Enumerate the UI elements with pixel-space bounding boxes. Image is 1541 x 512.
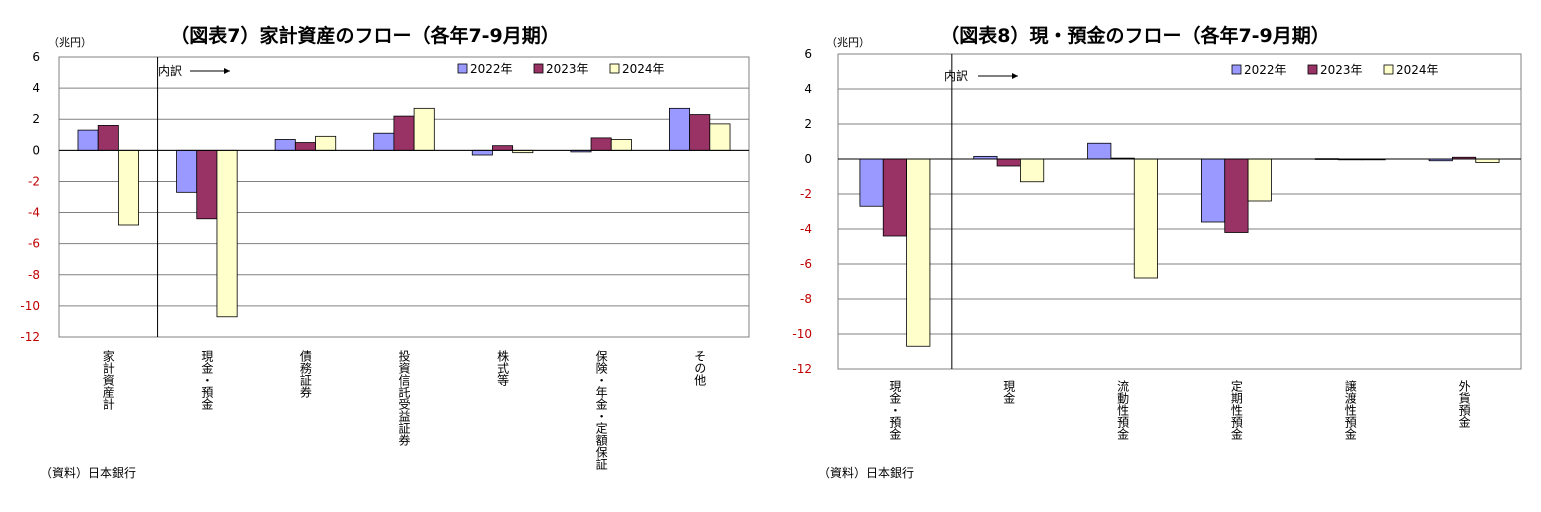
bar-2022年-投資信託受益証券 xyxy=(373,132,395,151)
bar-2024年-現金・預金 xyxy=(906,158,931,347)
bar-2023年-現金・預金 xyxy=(196,149,218,220)
bar-2024年-定期性預金 xyxy=(1247,158,1272,202)
y-tick-label: -10 xyxy=(20,299,40,313)
x-tick-label: 現金・預金 xyxy=(200,350,214,410)
plot-area: 6 4 2 0 -2 -4 -6 -8 -10 -12 現金・預金 現金 流動性預金 定期性預金 譲渡性預金… xyxy=(792,47,1522,440)
legend-label: 2024年 xyxy=(622,62,665,76)
bar-2022年-株式等 xyxy=(471,149,493,156)
plot-area: 6 4 2 0 -2 -4 -6 -8 -10 -12 家計資産計 現金・預金 債務証券 投資信託受益証券… xyxy=(20,50,750,470)
bar-2023年-投資信託受益証券 xyxy=(393,115,415,151)
bar-2022年-その他 xyxy=(669,107,691,151)
chart-title: （図表7）家計資産のフロー（各年7-9月期） xyxy=(170,24,560,47)
y-tick-label: 0 xyxy=(32,143,40,157)
y-tick-label: -12 xyxy=(792,362,812,376)
bar-2024年-流動性預金 xyxy=(1133,158,1158,279)
y-tick-label: -2 xyxy=(800,187,812,201)
bar-2023年-その他 xyxy=(689,114,711,151)
chart-title: （図表8）現・預金のフロー（各年7-9月期） xyxy=(940,24,1330,47)
bar-2024年-外貨預金 xyxy=(1475,158,1500,163)
bar-2022年-定期性預金 xyxy=(1201,158,1226,223)
bar-2022年-現金・預金 xyxy=(859,158,884,207)
legend-label: 2023年 xyxy=(546,62,589,76)
chart-flow-household-assets: （図表7）家計資産のフロー（各年7-9月期） （兆円） （資料）日本銀行 6 4 2… xyxy=(20,24,750,480)
plot-frame xyxy=(837,53,1522,370)
x-tick-label: 流動性預金 xyxy=(1116,380,1130,440)
bar-2024年-現金 xyxy=(1020,158,1045,183)
bar-2024年-家計資産計 xyxy=(117,149,139,226)
legend-label: 2022年 xyxy=(1244,63,1287,77)
y-tick-label: 2 xyxy=(804,117,812,131)
y-tick-label: 4 xyxy=(32,81,40,95)
x-tick-label: 債務証券 xyxy=(298,349,312,398)
legend-label: 2022年 xyxy=(470,62,513,76)
bar-2023年-家計資産計 xyxy=(97,125,119,151)
x-tick-label: その他 xyxy=(693,350,707,386)
unit-label: （兆円） xyxy=(826,36,870,49)
legend-swatch xyxy=(1383,64,1394,75)
bar-2024年-債務証券 xyxy=(315,135,337,151)
breakdown-annotation: 内訳 xyxy=(944,68,968,83)
x-tick-label: 家計資産計 xyxy=(101,349,115,410)
y-tick-label: 6 xyxy=(804,47,812,61)
x-tick-label: 譲渡性預金 xyxy=(1343,379,1357,440)
x-tick-label: 現金 xyxy=(1002,380,1016,404)
y-tick-label: -12 xyxy=(20,330,40,344)
x-tick-label: 現金・預金 xyxy=(888,380,902,440)
y-tick-label: 0 xyxy=(804,152,812,166)
x-tick-label: 外貨預金 xyxy=(1457,380,1471,428)
y-tick-label: 2 xyxy=(32,112,40,126)
source-note: （資料）日本銀行 xyxy=(40,466,136,480)
y-tick-label: -6 xyxy=(800,257,812,271)
y-tick-label: 6 xyxy=(32,50,40,64)
annotation-arrowhead xyxy=(224,68,230,74)
bar-2023年-株式等 xyxy=(492,145,514,151)
legend-swatch xyxy=(1231,64,1242,75)
legend-swatch xyxy=(1307,64,1318,75)
y-tick-label: -8 xyxy=(28,268,40,282)
bar-2022年-家計資産計 xyxy=(77,129,99,151)
bar-2022年-債務証券 xyxy=(274,139,296,151)
bar-2023年-現金・預金 xyxy=(882,158,907,237)
legend-label: 2024年 xyxy=(1396,63,1439,77)
y-tick-label: -6 xyxy=(28,237,40,251)
bar-2023年-現金 xyxy=(996,158,1021,167)
bar-2023年-保険・年金・定額保証 xyxy=(590,137,612,151)
bar-2022年-流動性預金 xyxy=(1087,142,1112,160)
x-tick-label: 株式等 xyxy=(496,349,510,386)
y-tick-label: 4 xyxy=(804,82,812,96)
chart-flow-cash-deposits: （図表8）現・預金のフロー（各年7-9月期） （兆円） （資料）日本銀行 6 4 2… xyxy=(792,24,1522,480)
y-tick-label: -8 xyxy=(800,292,812,306)
legend-swatch xyxy=(533,63,544,74)
annotation-arrowhead xyxy=(1012,73,1018,79)
legend-swatch xyxy=(609,63,620,74)
y-tick-label: -2 xyxy=(28,174,40,188)
bar-2024年-現金・預金 xyxy=(216,149,238,318)
breakdown-annotation: 内訳 xyxy=(158,63,182,78)
y-tick-label: -4 xyxy=(28,206,40,220)
bar-2023年-定期性預金 xyxy=(1224,158,1249,233)
legend-swatch xyxy=(457,63,468,74)
y-tick-label: -10 xyxy=(792,327,812,341)
plot-frame xyxy=(58,56,750,338)
x-tick-label: 投資信託受益証券 xyxy=(397,349,411,446)
x-tick-label: 定期性預金 xyxy=(1229,379,1243,440)
bar-2024年-その他 xyxy=(709,123,731,151)
unit-label: （兆円） xyxy=(48,36,92,49)
bar-2024年-投資信託受益証券 xyxy=(413,107,435,151)
bar-2024年-保険・年金・定額保証 xyxy=(610,139,632,151)
source-note: （資料）日本銀行 xyxy=(818,466,914,480)
bar-2022年-現金・預金 xyxy=(176,149,198,193)
bar-2023年-債務証券 xyxy=(294,142,316,151)
legend-label: 2023年 xyxy=(1320,63,1363,77)
y-tick-label: -4 xyxy=(800,222,812,236)
x-tick-label: 保険・年金・定額保証 xyxy=(594,350,608,470)
